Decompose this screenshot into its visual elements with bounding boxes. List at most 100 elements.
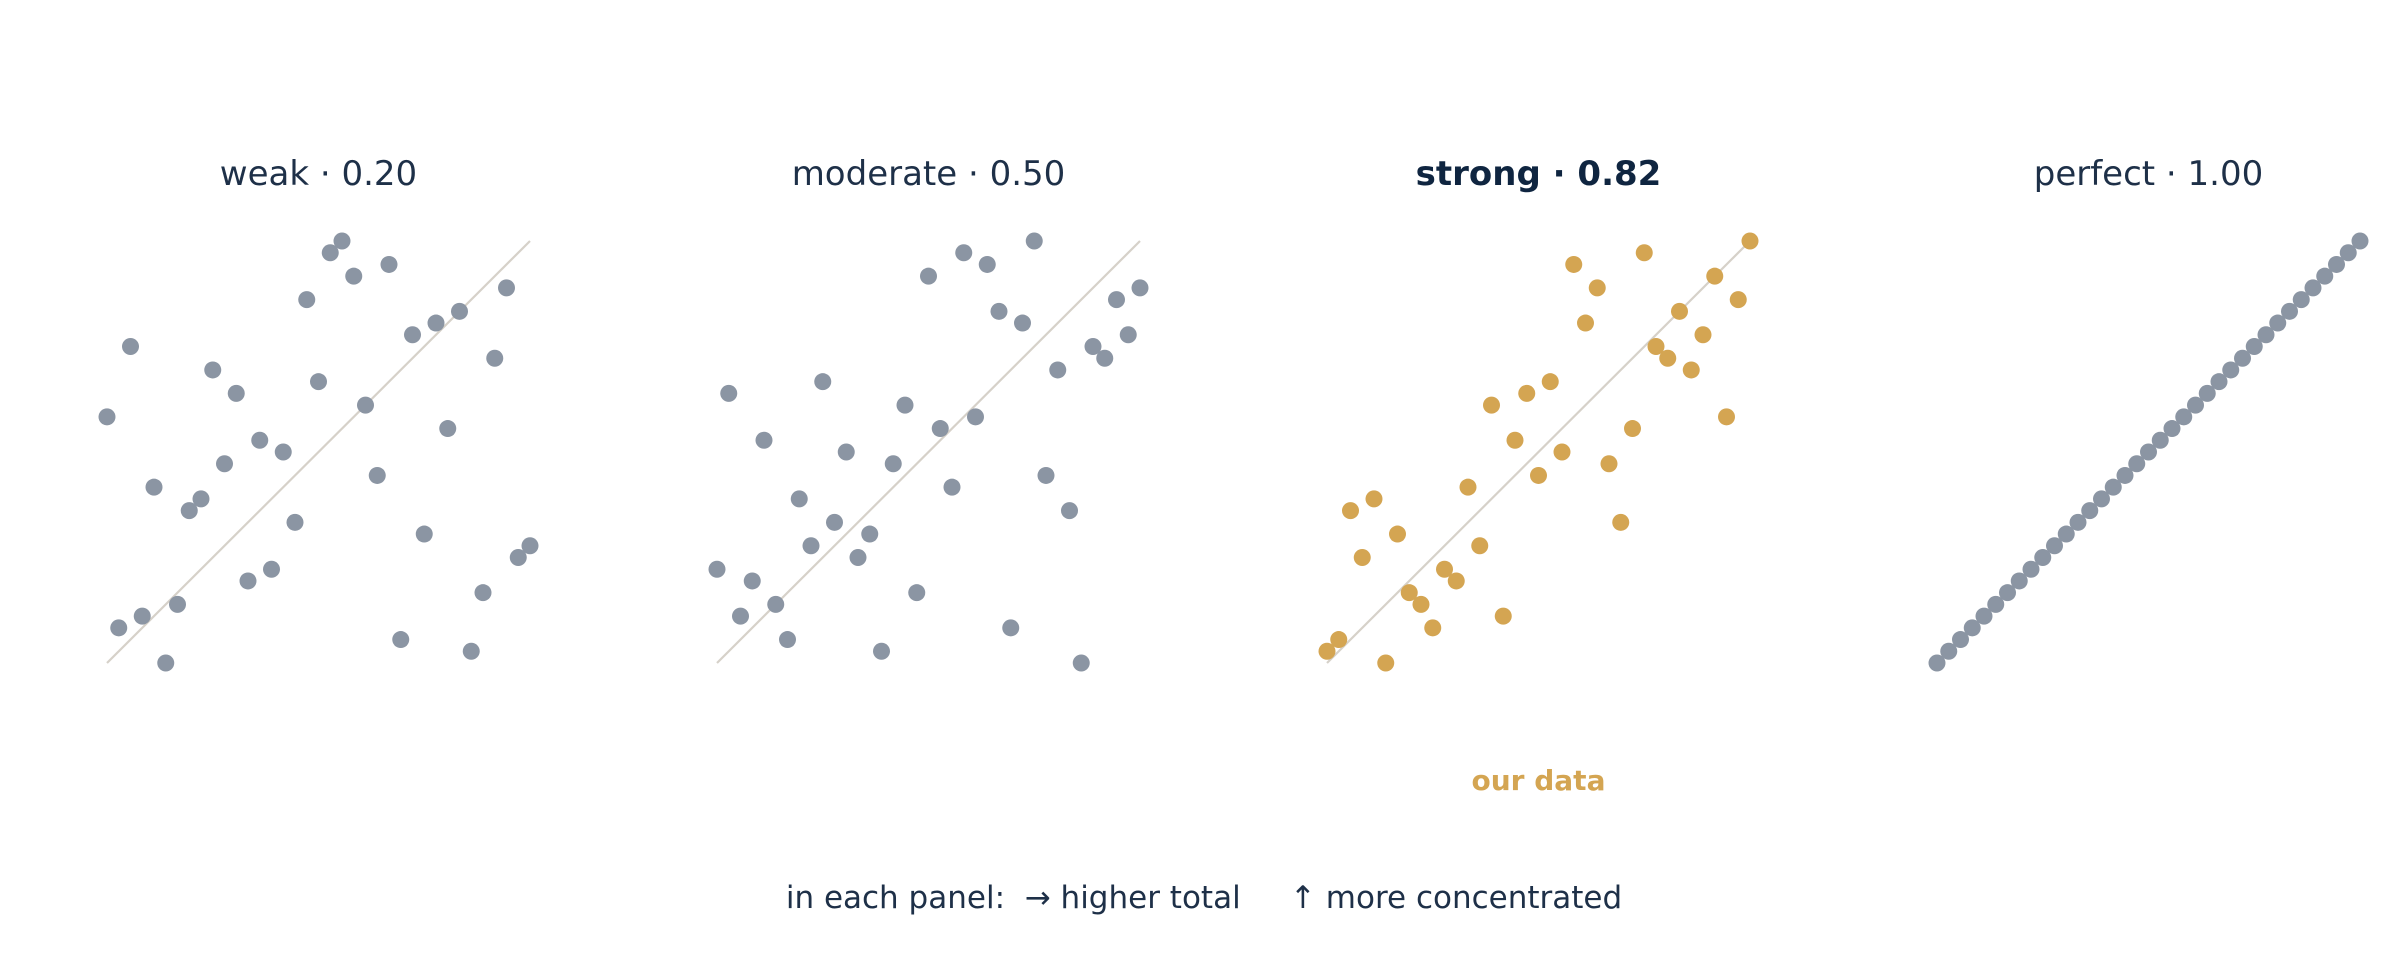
scatter-point <box>2222 361 2240 379</box>
scatter-point <box>1741 232 1759 250</box>
scatter-point <box>1365 490 1383 508</box>
scatter-point <box>1131 279 1149 297</box>
scatter-point <box>861 525 879 543</box>
scatter-point <box>263 560 280 578</box>
scatter-point <box>98 408 116 426</box>
scatter-point <box>1975 607 1993 625</box>
scatter-point <box>837 443 855 461</box>
scatter-point <box>1084 338 1102 355</box>
diagonal-reference-line <box>716 240 1141 664</box>
scatter-point <box>1318 642 1336 660</box>
scatter-point <box>790 490 808 508</box>
scatter-point <box>180 502 198 520</box>
scatter-point <box>1494 607 1512 625</box>
scatter-point <box>849 549 867 566</box>
scatter-point <box>2010 572 2028 590</box>
scatter-point <box>1014 314 1031 332</box>
scatter-point <box>2163 420 2181 438</box>
scatter-point <box>1682 361 1700 379</box>
scatter-point <box>884 455 902 473</box>
scatter-point <box>321 244 339 262</box>
scatter-point <box>1342 502 1359 520</box>
scatter-point <box>227 384 245 402</box>
scatter-point <box>1987 595 2005 613</box>
scatter-point <box>192 490 210 508</box>
scatter-point <box>368 466 386 484</box>
scatter-point <box>955 244 973 262</box>
scatter-point <box>978 255 996 273</box>
scatter-point <box>1624 420 1641 438</box>
scatter-point <box>2281 302 2298 320</box>
scatter-point <box>169 595 186 613</box>
scatter-point <box>908 584 926 602</box>
scatter-point <box>1037 466 1055 484</box>
panel-title: weak · 0.20 <box>220 154 417 194</box>
scatter-point <box>474 584 492 602</box>
panel-title: strong · 0.82 <box>1416 154 1662 194</box>
scatter-point <box>133 607 151 625</box>
scatter-point <box>2316 267 2334 285</box>
scatter-point <box>2328 255 2345 273</box>
scatter-point <box>2339 244 2357 262</box>
scatter-point <box>1119 326 1137 344</box>
scatter-point <box>1718 408 1735 426</box>
scatter-point <box>1049 361 1067 379</box>
scatter-point <box>2046 537 2063 555</box>
scatter-point <box>2034 549 2052 566</box>
scatter-point <box>392 631 410 649</box>
scatter-point <box>1389 525 1406 543</box>
scatter-point <box>1506 431 1524 449</box>
scatter-point <box>521 537 539 555</box>
panel-title: moderate · 0.50 <box>792 154 1066 194</box>
scatter-point <box>1424 619 1442 637</box>
scatter-point <box>145 478 163 496</box>
scatter-point <box>2022 560 2040 578</box>
scatter-point <box>157 654 175 672</box>
scatter-point <box>1459 478 1477 496</box>
scatter-point <box>1483 396 1500 414</box>
scatter-point <box>2187 396 2204 414</box>
scatter-point <box>251 431 269 449</box>
scatter-point <box>931 420 949 438</box>
scatter-point <box>2269 314 2287 332</box>
scatter-point <box>415 525 433 543</box>
scatter-point <box>873 642 890 660</box>
scatter-point <box>2151 431 2169 449</box>
scatter-point <box>462 642 480 660</box>
scatter-point <box>427 314 445 332</box>
scatter-point <box>1447 572 1465 590</box>
scatter-point <box>380 255 398 273</box>
scatter-point <box>2292 291 2310 309</box>
scatter-point <box>486 349 504 367</box>
panel-1: weak · 0.20 <box>98 154 539 672</box>
scatter-point <box>2104 478 2122 496</box>
scatter-point <box>1612 513 1630 531</box>
panel-2: moderate · 0.50 <box>708 154 1149 672</box>
panels-group: weak · 0.20 moderate · 0.50 strong · 0.82 o… <box>98 154 2369 797</box>
scatter-point <box>708 560 726 578</box>
scatter-point <box>2175 408 2193 426</box>
scatter-point <box>943 478 961 496</box>
scatter-point <box>896 396 914 414</box>
scatter-point <box>2057 525 2075 543</box>
scatter-point <box>498 279 515 297</box>
scatter-point <box>216 455 233 473</box>
scatter-point <box>732 607 749 625</box>
scatter-point <box>345 267 363 285</box>
scatter-point <box>110 619 128 637</box>
scatter-point <box>1002 619 1020 637</box>
scatter-point <box>1330 631 1348 649</box>
scatter-point <box>1588 279 1606 297</box>
scatter-point <box>239 572 257 590</box>
scatter-point <box>1565 255 1583 273</box>
panel-4: perfect · 1.00 <box>1928 154 2369 672</box>
scatter-point <box>1061 502 1078 520</box>
scatter-point <box>1377 654 1395 672</box>
scatter-point <box>2198 384 2216 402</box>
scatter-point <box>814 373 832 391</box>
scatter-point <box>2210 373 2228 391</box>
scatter-point <box>1952 631 1969 649</box>
scatter-point <box>298 291 316 309</box>
scatter-point <box>1436 560 1453 578</box>
